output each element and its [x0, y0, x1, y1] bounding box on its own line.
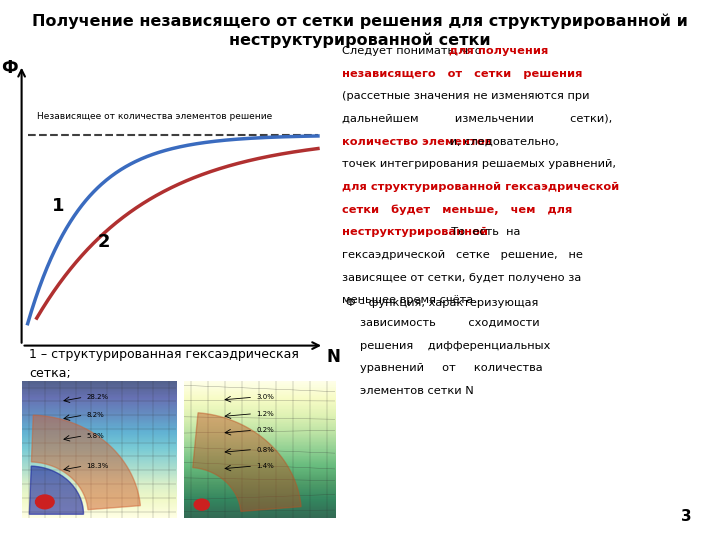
- Text: 5.8%: 5.8%: [86, 433, 104, 439]
- Text: N: N: [326, 348, 340, 367]
- Text: количество элементов: количество элементов: [342, 137, 492, 147]
- Text: для структурированной гексаэдрической: для структурированной гексаэдрической: [342, 182, 619, 192]
- Text: 3: 3: [680, 509, 691, 524]
- Text: 18.3%: 18.3%: [86, 463, 109, 469]
- Text: и, следовательно,: и, следовательно,: [446, 137, 559, 147]
- Ellipse shape: [35, 495, 54, 509]
- Text: . То  есть  на: . То есть на: [444, 227, 521, 238]
- Text: (расcетные значения не изменяются при: (расcетные значения не изменяются при: [342, 91, 590, 102]
- Text: гексаэдрической   сетке   решение,   не: гексаэдрической сетке решение, не: [342, 250, 583, 260]
- Text: решения    дифференциальных: решения дифференциальных: [360, 341, 550, 351]
- Text: 1.4%: 1.4%: [256, 463, 274, 469]
- Text: дальнейшем          измельчении          сетки),: дальнейшем измельчении сетки),: [342, 114, 612, 124]
- Text: 1 – структурированная гексаэдрическая: 1 – структурированная гексаэдрическая: [29, 348, 299, 361]
- Text: 0.2%: 0.2%: [256, 427, 274, 433]
- Text: 2: 2: [97, 233, 109, 251]
- Text: Получение независящего от сетки решения для структурированной и: Получение независящего от сетки решения …: [32, 14, 688, 29]
- Ellipse shape: [194, 499, 210, 510]
- Text: для получения: для получения: [449, 46, 548, 56]
- Text: меньшее время счёта.: меньшее время счёта.: [342, 295, 477, 306]
- Polygon shape: [32, 415, 140, 510]
- Text: 1.2%: 1.2%: [256, 411, 274, 417]
- Polygon shape: [193, 413, 301, 511]
- Text: Независящее от количества элементов решение: Независящее от количества элементов реше…: [37, 112, 272, 121]
- Text: сетка;: сетка;: [29, 367, 71, 380]
- Text: неструктурированной сетки: неструктурированной сетки: [229, 32, 491, 48]
- Text: 28.2%: 28.2%: [86, 394, 109, 400]
- Wedge shape: [30, 466, 84, 514]
- Text: 3.0%: 3.0%: [256, 394, 274, 400]
- Text: точек интегрирования решаемых уравнений,: точек интегрирования решаемых уравнений,: [342, 159, 616, 170]
- Text: сетки   будет   меньше,   чем   для: сетки будет меньше, чем для: [342, 205, 572, 215]
- Text: 8.2%: 8.2%: [86, 412, 104, 418]
- Text: Ф – функция, характеризующая: Ф – функция, характеризующая: [346, 298, 538, 308]
- Text: уравнений     от     количества: уравнений от количества: [360, 363, 543, 374]
- Text: элементов сетки N: элементов сетки N: [360, 386, 474, 396]
- Text: зависящее от сетки, будет получено за: зависящее от сетки, будет получено за: [342, 273, 581, 283]
- Text: зависимость         сходимости: зависимость сходимости: [360, 318, 539, 328]
- Text: 0.8%: 0.8%: [256, 447, 274, 453]
- Text: 1: 1: [52, 197, 64, 215]
- Text: Ф: Ф: [1, 59, 18, 77]
- Text: неструктурированной: неструктурированной: [342, 227, 488, 238]
- Text: независящего   от   сетки   решения: независящего от сетки решения: [342, 69, 582, 79]
- Text: Следует понимать, что: Следует понимать, что: [342, 46, 485, 56]
